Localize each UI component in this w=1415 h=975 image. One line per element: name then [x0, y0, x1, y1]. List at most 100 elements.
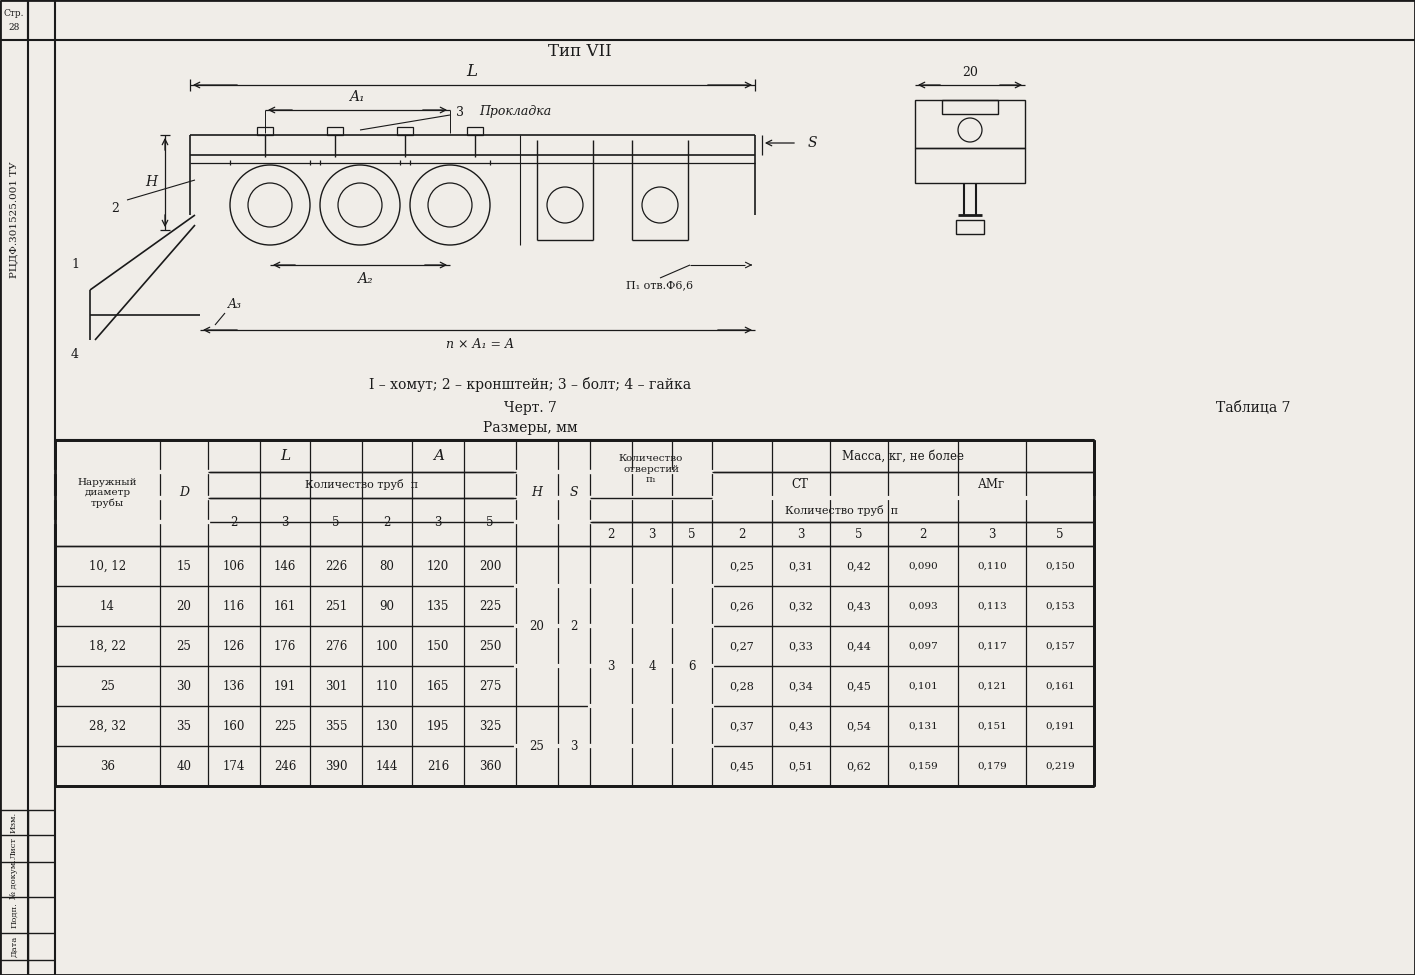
Text: 3: 3 [988, 527, 996, 540]
Text: 20: 20 [962, 66, 978, 80]
Text: 0,51: 0,51 [788, 761, 814, 771]
Text: Стр.: Стр. [4, 9, 24, 18]
Text: АМг: АМг [978, 479, 1005, 491]
Text: 0,131: 0,131 [908, 722, 938, 730]
Text: Количество труб  п: Количество труб п [785, 504, 899, 516]
Text: 2: 2 [383, 516, 391, 528]
Text: 325: 325 [478, 720, 501, 732]
Text: 0,43: 0,43 [788, 721, 814, 731]
Text: I – хомут; 2 – кронштейн; 3 – болт; 4 – гайка: I – хомут; 2 – кронштейн; 3 – болт; 4 – … [369, 377, 691, 393]
Text: 5: 5 [333, 516, 340, 528]
Text: 0,43: 0,43 [846, 601, 872, 611]
Text: 161: 161 [275, 600, 296, 612]
Text: Таблица 7: Таблица 7 [1215, 401, 1290, 415]
Text: Количество труб  п: Количество труб п [306, 480, 419, 490]
Text: 3: 3 [797, 527, 805, 540]
Bar [942, 100, 998, 114]
Text: Размеры, мм: Размеры, мм [483, 421, 577, 435]
Text: 0,33: 0,33 [788, 641, 814, 651]
Text: Дата: Дата [10, 935, 18, 956]
Text: 0,161: 0,161 [1046, 682, 1075, 690]
Text: Количество
отверстий
п₁: Количество отверстий п₁ [618, 454, 683, 484]
Text: 40: 40 [177, 760, 191, 772]
Text: 25: 25 [529, 739, 545, 753]
Text: 0,150: 0,150 [1046, 562, 1075, 570]
Text: 35: 35 [177, 720, 191, 732]
Text: 0,093: 0,093 [908, 602, 938, 610]
Text: 6: 6 [688, 659, 696, 673]
Text: L: L [467, 62, 477, 80]
Text: 30: 30 [177, 680, 191, 692]
Text: 0,113: 0,113 [978, 602, 1007, 610]
Text: 276: 276 [325, 640, 347, 652]
Text: 195: 195 [427, 720, 449, 732]
Text: 2: 2 [739, 527, 746, 540]
Text: 0,28: 0,28 [730, 681, 754, 691]
Text: 390: 390 [325, 760, 347, 772]
Text: 216: 216 [427, 760, 449, 772]
Text: Наружный
диаметр
трубы: Наружный диаметр трубы [78, 478, 137, 508]
Text: 0,219: 0,219 [1046, 761, 1075, 770]
Text: A₂: A₂ [357, 272, 372, 286]
Bar [957, 220, 983, 234]
Text: 0,179: 0,179 [978, 761, 1007, 770]
Text: 200: 200 [478, 560, 501, 572]
Text: L: L [280, 449, 290, 463]
Text: 10, 12: 10, 12 [89, 560, 126, 572]
Text: 106: 106 [222, 560, 245, 572]
Text: H: H [144, 175, 157, 189]
Text: Лист: Лист [10, 837, 18, 859]
Text: 0,097: 0,097 [908, 642, 938, 650]
Text: 28, 32: 28, 32 [89, 720, 126, 732]
Text: 275: 275 [478, 680, 501, 692]
Text: 110: 110 [376, 680, 398, 692]
Text: 20: 20 [529, 619, 545, 633]
Text: 146: 146 [275, 560, 296, 572]
Text: 1: 1 [71, 258, 79, 271]
Text: 250: 250 [478, 640, 501, 652]
Text: 0,27: 0,27 [730, 641, 754, 651]
Text: № докум.: № докум. [10, 859, 18, 899]
Text: 14: 14 [100, 600, 115, 612]
Text: 191: 191 [275, 680, 296, 692]
Text: 0,32: 0,32 [788, 601, 814, 611]
Text: 0,090: 0,090 [908, 562, 938, 570]
Text: 0,121: 0,121 [978, 682, 1007, 690]
Text: 0,54: 0,54 [846, 721, 872, 731]
Text: 136: 136 [222, 680, 245, 692]
Text: 135: 135 [427, 600, 449, 612]
Text: 176: 176 [275, 640, 296, 652]
Bar [467, 127, 483, 135]
Bar [327, 127, 342, 135]
Bar [398, 127, 413, 135]
Text: 0,45: 0,45 [846, 681, 872, 691]
Text: 5: 5 [855, 527, 863, 540]
Text: 3: 3 [282, 516, 289, 528]
Text: 3: 3 [648, 527, 655, 540]
Text: 4: 4 [648, 659, 655, 673]
Text: 90: 90 [379, 600, 395, 612]
Text: 100: 100 [376, 640, 398, 652]
Text: 0,44: 0,44 [846, 641, 872, 651]
Text: П₁ отв.Ф6,6: П₁ отв.Ф6,6 [627, 280, 693, 290]
Text: 0,45: 0,45 [730, 761, 754, 771]
Text: 5: 5 [688, 527, 696, 540]
Text: 144: 144 [376, 760, 398, 772]
Text: S: S [807, 136, 816, 150]
Text: 246: 246 [275, 760, 296, 772]
Text: 4: 4 [71, 348, 79, 362]
Text: 120: 120 [427, 560, 449, 572]
Text: A₃: A₃ [228, 298, 242, 311]
Text: 150: 150 [427, 640, 449, 652]
Text: 5: 5 [1056, 527, 1064, 540]
Text: H: H [532, 487, 542, 499]
Text: 3: 3 [607, 659, 614, 673]
Text: S: S [570, 487, 579, 499]
Text: 2: 2 [607, 527, 614, 540]
Text: СТ: СТ [791, 479, 808, 491]
Text: 226: 226 [325, 560, 347, 572]
Text: 25: 25 [100, 680, 115, 692]
Text: 160: 160 [222, 720, 245, 732]
Text: п × A₁ = A: п × A₁ = A [446, 337, 514, 350]
Text: 174: 174 [222, 760, 245, 772]
